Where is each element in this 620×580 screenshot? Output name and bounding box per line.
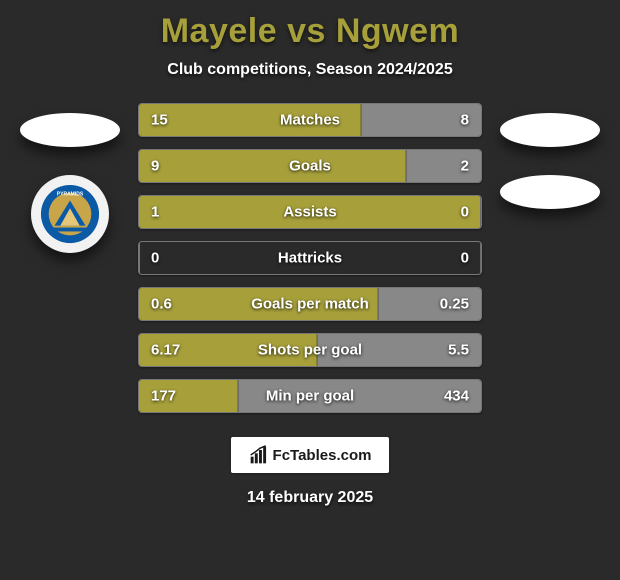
- stat-bar: 177 434 Min per goal: [138, 379, 482, 413]
- stat-label: Matches: [280, 112, 340, 129]
- stat-fill-right: [406, 150, 481, 182]
- stat-bar: 0.6 0.25 Goals per match: [138, 287, 482, 321]
- page-title: Mayele vs Ngwem: [161, 12, 460, 51]
- stat-value-right: 5.5: [448, 342, 469, 359]
- stat-fill-left: [139, 242, 140, 274]
- stat-fill-right: [480, 242, 481, 274]
- stat-bar: 0 0 Hattricks: [138, 241, 482, 275]
- stat-bar: 15 8 Matches: [138, 103, 482, 137]
- stat-bar: 1 0 Assists: [138, 195, 482, 229]
- left-team-badge: PYRAMIDS: [31, 175, 109, 253]
- stat-value-left: 1: [151, 204, 159, 221]
- stat-value-right: 8: [461, 112, 469, 129]
- stat-label: Goals: [289, 158, 331, 175]
- pyramids-badge-icon: PYRAMIDS: [39, 183, 101, 245]
- right-team-badge: [500, 175, 600, 209]
- stat-value-left: 9: [151, 158, 159, 175]
- main-row: PYRAMIDS 15 8 Matches 9 2 Goals 1 0 Assists 0 0 Hat…: [0, 103, 620, 413]
- right-player-avatar: [500, 113, 600, 147]
- stat-value-left: 0.6: [151, 296, 172, 313]
- stat-value-right: 2: [461, 158, 469, 175]
- stat-value-right: 0: [461, 250, 469, 267]
- stat-value-right: 0: [461, 204, 469, 221]
- stat-bar: 6.17 5.5 Shots per goal: [138, 333, 482, 367]
- svg-text:PYRAMIDS: PYRAMIDS: [57, 192, 84, 198]
- stat-value-right: 434: [444, 388, 469, 405]
- date-line: 14 february 2025: [247, 489, 373, 507]
- stat-value-left: 0: [151, 250, 159, 267]
- stat-fill-left: [139, 150, 406, 182]
- stat-value-left: 6.17: [151, 342, 180, 359]
- stat-value-left: 177: [151, 388, 176, 405]
- stat-label: Min per goal: [266, 388, 354, 405]
- stat-label: Shots per goal: [258, 342, 362, 359]
- left-player-avatar: [20, 113, 120, 147]
- right-player-col: [500, 103, 600, 209]
- stats-bars: 15 8 Matches 9 2 Goals 1 0 Assists 0 0 Hattricks 0.6…: [138, 103, 482, 413]
- page-subtitle: Club competitions, Season 2024/2025: [167, 61, 452, 79]
- comparison-card: Mayele vs Ngwem Club competitions, Seaso…: [0, 0, 620, 580]
- chart-icon: [249, 445, 269, 465]
- left-player-col: PYRAMIDS: [20, 103, 120, 253]
- logo-text: FcTables.com: [273, 447, 372, 464]
- stat-label: Assists: [283, 204, 336, 221]
- stat-fill-right: [480, 196, 481, 228]
- stat-value-right: 0.25: [440, 296, 469, 313]
- stat-label: Goals per match: [251, 296, 369, 313]
- fctables-logo[interactable]: FcTables.com: [231, 437, 389, 473]
- stat-value-left: 15: [151, 112, 168, 129]
- stat-bar: 9 2 Goals: [138, 149, 482, 183]
- stat-label: Hattricks: [278, 250, 342, 267]
